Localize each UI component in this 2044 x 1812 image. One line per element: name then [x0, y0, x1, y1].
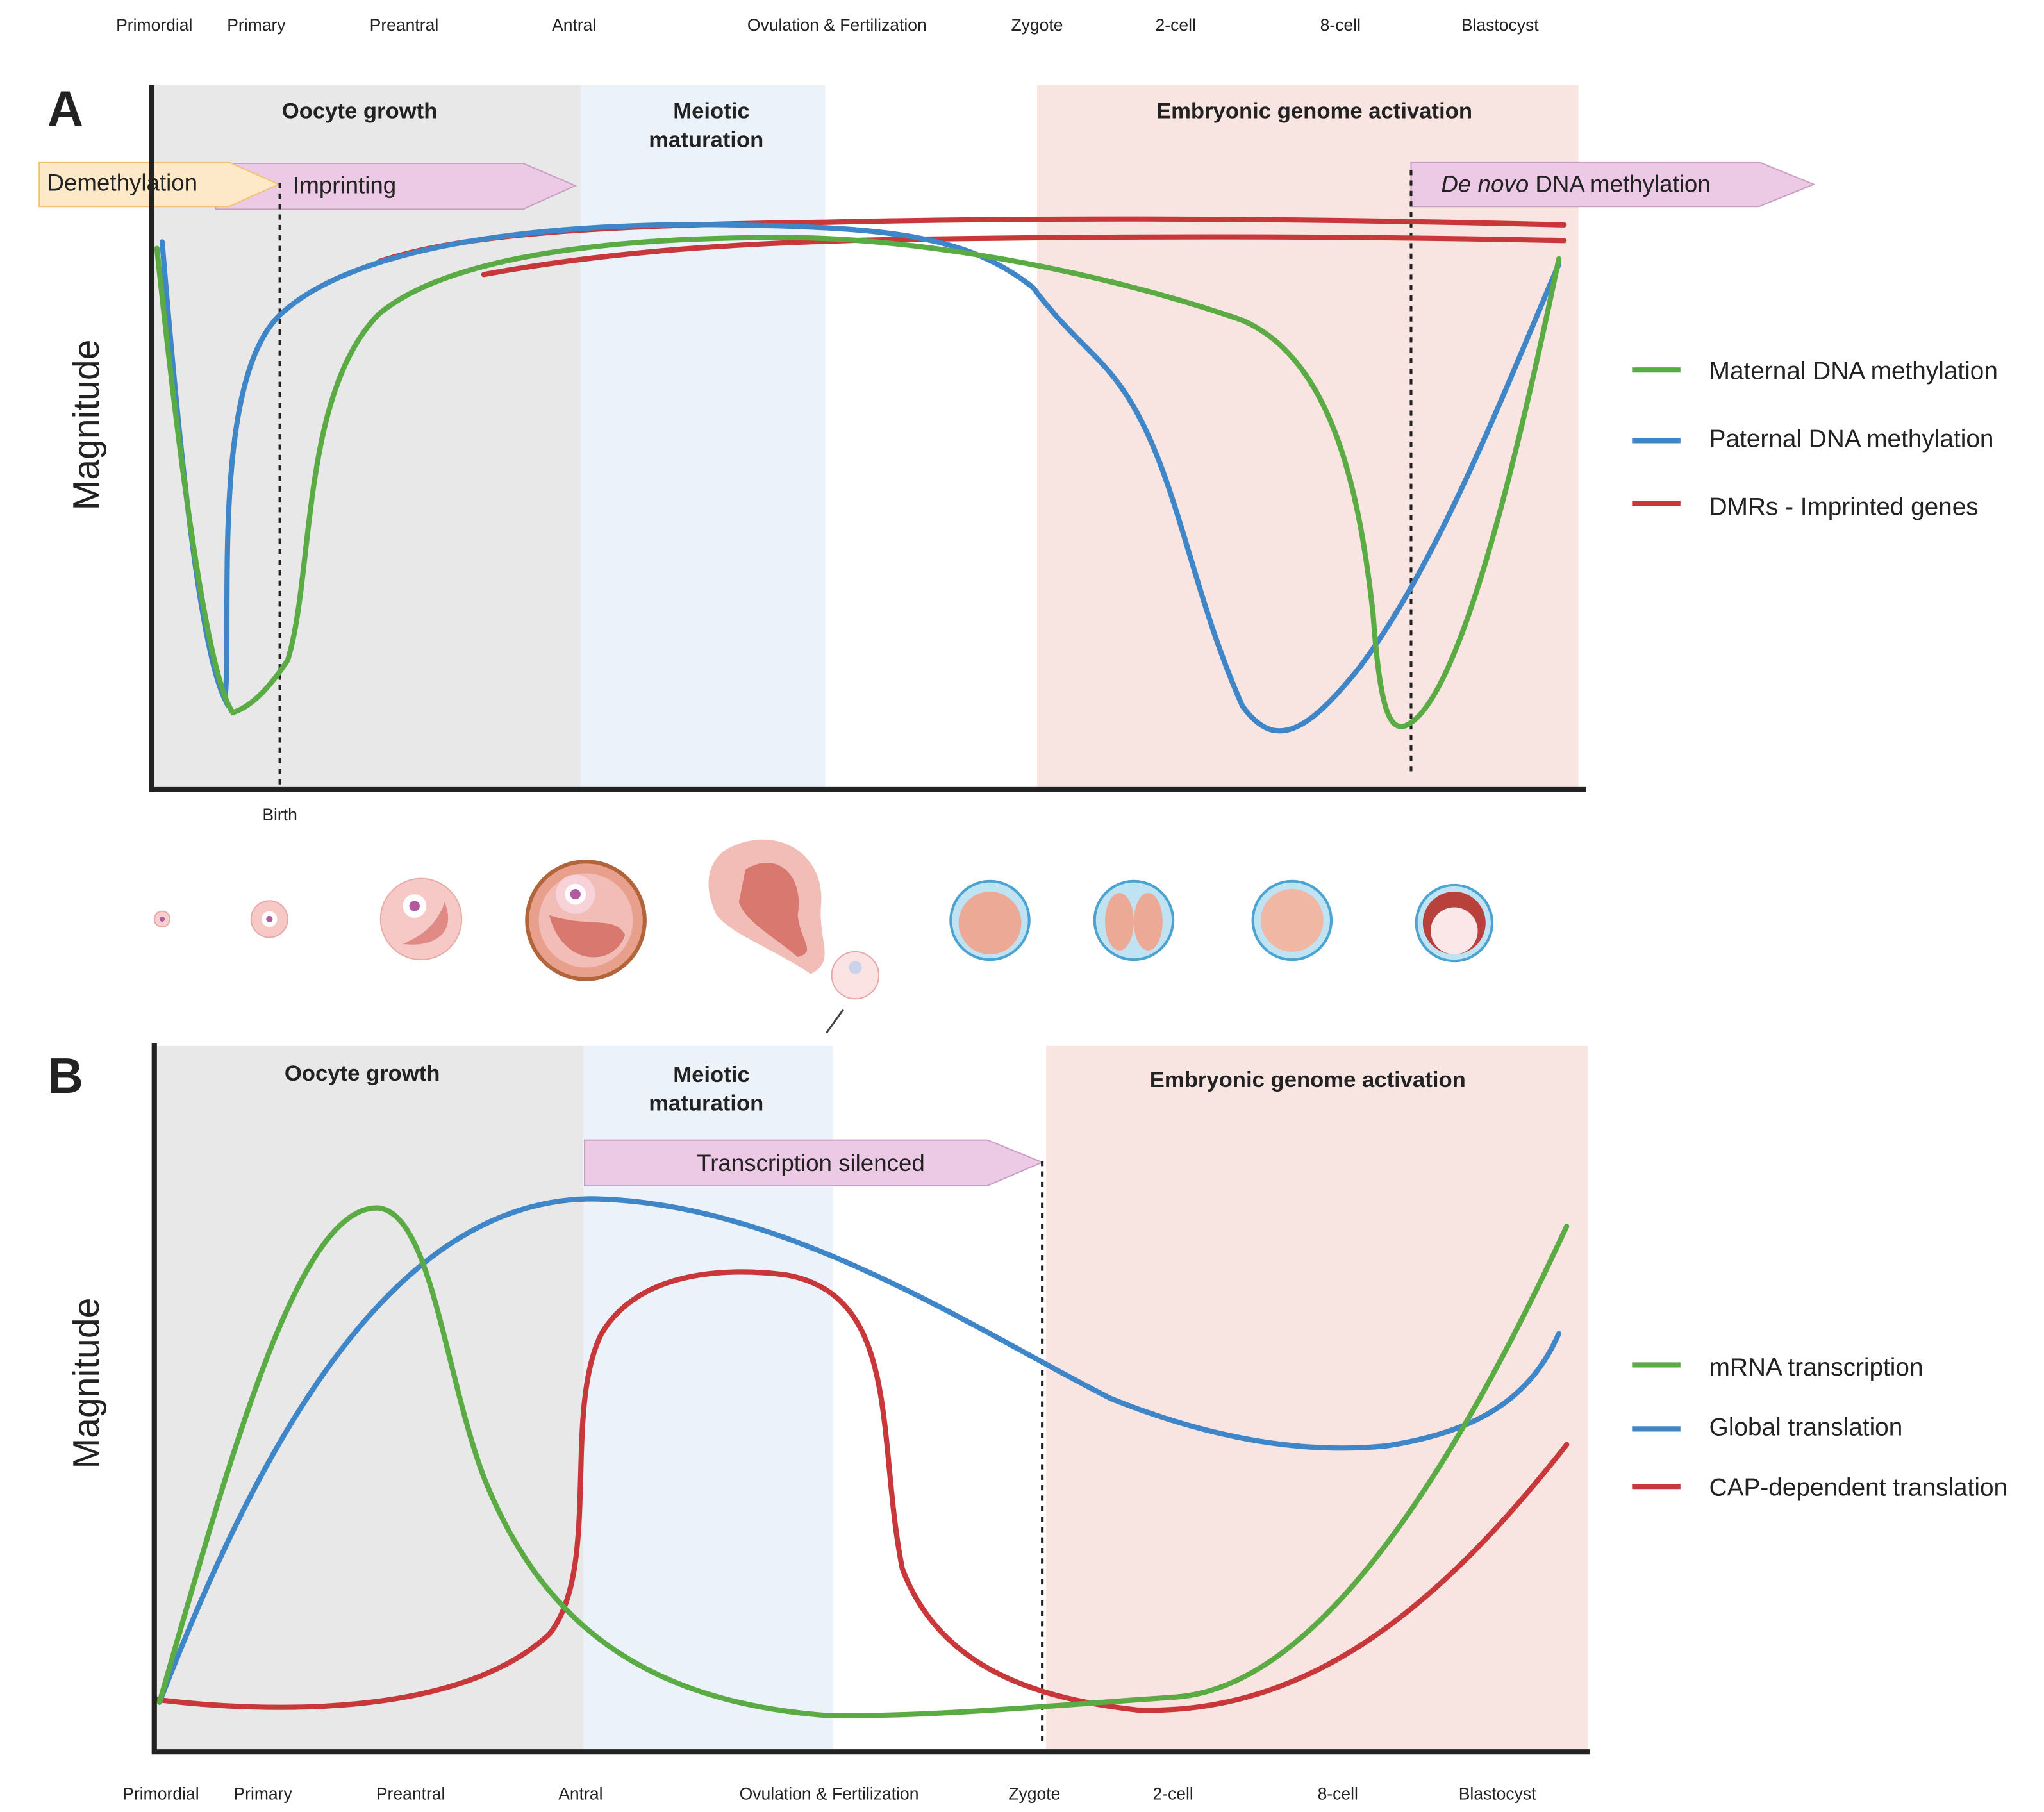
italic-text: De novo — [1441, 170, 1529, 197]
arrow-label: Demethylation — [47, 169, 197, 195]
panel-label: A — [47, 81, 83, 137]
stage-label: Zygote — [1008, 1784, 1060, 1803]
panel-label: B — [47, 1049, 83, 1104]
region-title: maturation — [649, 128, 763, 152]
region-title: Meiotic — [673, 99, 749, 124]
stage-icons — [153, 839, 1494, 1034]
stage-label: 8-cell — [1318, 1784, 1358, 1803]
stage-label: Blastocyst — [1459, 1784, 1536, 1803]
stage-label: Primordial — [122, 1784, 199, 1803]
curve — [159, 222, 1562, 734]
arrow — [38, 161, 281, 208]
stage-label: 8-cell — [1320, 15, 1361, 35]
stage-label: Preantral — [376, 1784, 445, 1803]
stage-label: Primary — [233, 1784, 292, 1803]
legend-label: Paternal DNA methylation — [1709, 426, 1994, 453]
y-axis-label: Magnitude — [66, 1298, 107, 1469]
region-title: Oocyte growth — [282, 99, 438, 124]
y-axis-label: Magnitude — [66, 340, 107, 511]
region-title: Oocyte growth — [285, 1061, 440, 1086]
text: DNA methylation — [1529, 170, 1711, 197]
stage-label: 2-cell — [1152, 1784, 1193, 1803]
arrow-label: De novo DNA methylation — [1441, 170, 1710, 197]
region-title: Embryonic genome activation — [1150, 1068, 1466, 1092]
stage-label: Antral — [558, 1784, 602, 1803]
stage-label: Ovulation & Fertilization — [747, 15, 927, 35]
legend-label: mRNA transcription — [1709, 1354, 1924, 1381]
curve — [154, 235, 1562, 729]
legend-label: Maternal DNA methylation — [1709, 358, 1998, 385]
region-bg — [1046, 1045, 1588, 1750]
stage-label: Preantral — [370, 15, 439, 35]
curve — [156, 1196, 1562, 1705]
legend-label: DMRs - Imprinted genes — [1709, 494, 1979, 521]
stage-label: Ovulation & Fertilization — [740, 1784, 919, 1803]
region-bg — [156, 1045, 583, 1750]
curve — [154, 1269, 1570, 1713]
arrow — [1410, 161, 1816, 208]
stage-label: Antral — [552, 15, 596, 35]
stage-label: 2-cell — [1156, 15, 1196, 35]
region-bg — [580, 85, 826, 787]
legend-label: Global translation — [1709, 1414, 1903, 1442]
curve — [481, 234, 1567, 278]
region-title: Meiotic — [673, 1063, 749, 1087]
arrow-label: Transcription silenced — [697, 1150, 925, 1176]
stage-label: Primary — [227, 15, 286, 35]
axes — [149, 85, 1586, 793]
region-title: maturation — [649, 1092, 763, 1116]
stage-label: Primordial — [116, 15, 192, 35]
arrow — [583, 1139, 1044, 1187]
region-title: Embryonic genome activation — [1156, 99, 1472, 124]
legend-label: CAP-dependent translation — [1709, 1474, 2007, 1501]
axes — [151, 1043, 1591, 1755]
marker-label: Birth — [262, 805, 297, 824]
arrow-label: Imprinting — [293, 172, 396, 198]
stage-label: Blastocyst — [1461, 15, 1539, 35]
stage-label: Zygote — [1011, 15, 1063, 35]
curve — [156, 1205, 1570, 1718]
